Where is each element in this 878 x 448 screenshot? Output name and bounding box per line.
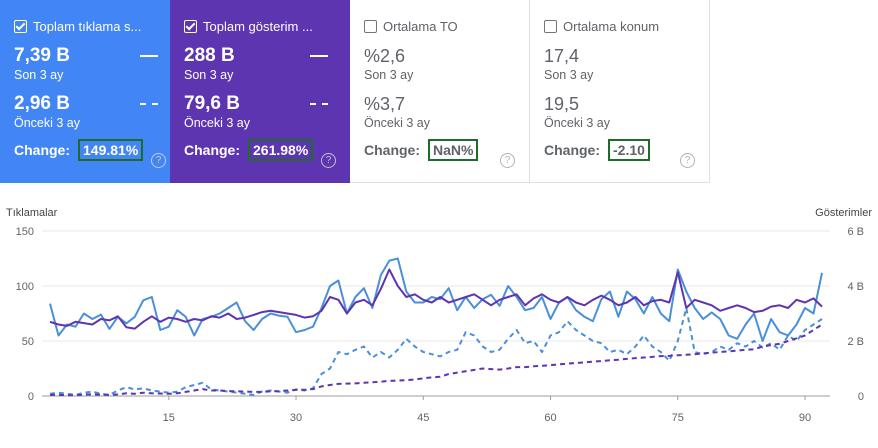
current-value: 17,4 xyxy=(544,46,580,66)
current-period: Son 3 ay xyxy=(184,68,234,82)
previous-value: 2,96 B xyxy=(14,93,70,114)
card-average-ctr[interactable]: Ortalama TO %2,6 Son 3 ay %3,7 Önceki 3 … xyxy=(350,0,530,183)
solid-line-legend-icon xyxy=(310,55,328,57)
change-label: Change: xyxy=(364,142,420,158)
current-value: 288 B xyxy=(184,45,235,66)
metric-cards: Toplam tıklama s... 7,39 B Son 3 ay 2,96… xyxy=(0,0,878,183)
left-tick-label: 50 xyxy=(22,336,34,348)
change-row: Change: 149.81% xyxy=(14,139,166,161)
change-value: NaN% xyxy=(428,139,479,161)
previous-value: %3,7 xyxy=(364,94,406,114)
current-clicks-series-line xyxy=(49,257,823,342)
right-axis-title: Gösterimler xyxy=(815,207,872,219)
help-icon[interactable]: ? xyxy=(680,153,695,168)
x-tick-label: 60 xyxy=(544,412,556,424)
previous-period: Önceki 3 ay xyxy=(544,116,611,130)
change-value: -2.10 xyxy=(608,139,650,161)
dashed-line-legend-icon xyxy=(310,103,328,105)
card-header[interactable]: Ortalama TO xyxy=(364,17,515,35)
dashed-line-legend-icon xyxy=(140,103,158,105)
previous-clicks-series-line xyxy=(49,307,823,396)
right-tick-label: 4 B xyxy=(847,281,864,293)
current-period: Son 3 ay xyxy=(14,68,64,82)
change-row: Change: 261.98% xyxy=(184,139,336,161)
current-period: Son 3 ay xyxy=(544,68,594,82)
x-tick-label: 90 xyxy=(799,412,811,424)
left-tick-label: 0 xyxy=(28,391,34,403)
change-value: 261.98% xyxy=(248,139,314,161)
change-value: 149.81% xyxy=(78,139,144,161)
x-tick-label: 15 xyxy=(163,412,175,424)
right-tick-label: 2 B xyxy=(847,336,864,348)
card-total-impressions[interactable]: Toplam gösterim ... 288 B Son 3 ay 79,6 … xyxy=(170,0,350,183)
card-total-clicks[interactable]: Toplam tıklama s... 7,39 B Son 3 ay 2,96… xyxy=(0,0,180,183)
right-tick-label: 0 xyxy=(858,391,864,403)
change-label: Change: xyxy=(544,142,600,158)
x-tick-label: 75 xyxy=(672,412,684,424)
solid-line-legend-icon xyxy=(140,55,158,57)
checkbox-checked-icon[interactable] xyxy=(14,19,27,33)
current-value: %2,6 xyxy=(364,46,406,66)
card-header[interactable]: Ortalama konum xyxy=(544,17,695,35)
current-impressions-series-line xyxy=(49,268,823,330)
help-icon[interactable]: ? xyxy=(500,153,515,168)
previous-period: Önceki 3 ay xyxy=(364,116,431,130)
x-tick-label: 30 xyxy=(290,412,302,424)
change-label: Change: xyxy=(14,142,70,158)
left-tick-label: 150 xyxy=(16,226,34,238)
previous-period: Önceki 3 ay xyxy=(184,116,251,130)
change-label: Change: xyxy=(184,142,240,158)
right-tick-label: 6 B xyxy=(847,226,864,238)
card-title: Ortalama konum xyxy=(563,18,660,34)
change-row: Change: NaN% xyxy=(364,139,515,161)
help-icon[interactable]: ? xyxy=(151,153,166,168)
current-value: 7,39 B xyxy=(14,45,70,66)
change-row: Change: -2.10 xyxy=(544,139,695,161)
card-title: Toplam tıklama s... xyxy=(33,18,142,34)
card-average-position[interactable]: Ortalama konum 17,4 Son 3 ay 19,5 Önceki… xyxy=(530,0,710,183)
previous-impressions-series-line xyxy=(50,323,823,397)
left-axis-title: Tıklamalar xyxy=(6,207,58,219)
card-title: Ortalama TO xyxy=(383,18,458,34)
left-tick-label: 100 xyxy=(16,281,34,293)
previous-value: 79,6 B xyxy=(184,93,240,114)
card-header[interactable]: Toplam tıklama s... xyxy=(14,17,166,35)
card-title: Toplam gösterim ... xyxy=(203,18,313,34)
previous-value: 19,5 xyxy=(544,94,580,114)
help-icon[interactable]: ? xyxy=(321,153,336,168)
current-period: Son 3 ay xyxy=(364,68,414,82)
checkbox-unchecked-icon[interactable] xyxy=(364,19,377,33)
checkbox-unchecked-icon[interactable] xyxy=(544,19,557,33)
checkbox-checked-icon[interactable] xyxy=(184,19,197,33)
previous-period: Önceki 3 ay xyxy=(14,116,81,130)
card-header[interactable]: Toplam gösterim ... xyxy=(184,17,336,35)
x-tick-label: 45 xyxy=(417,412,429,424)
